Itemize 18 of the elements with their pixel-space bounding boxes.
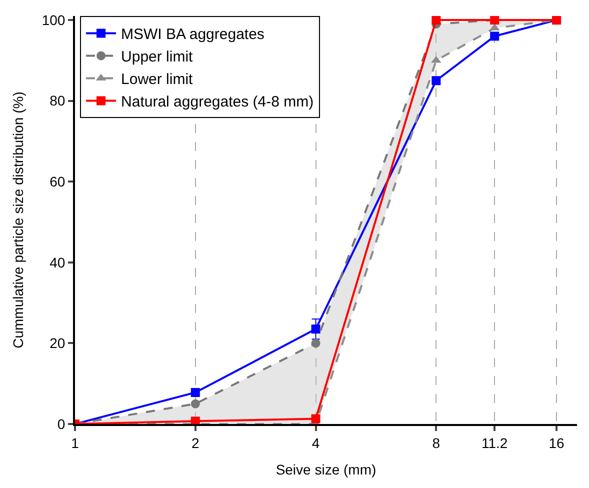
legend-label: Upper limit bbox=[121, 48, 194, 66]
x-tick-label: 2 bbox=[191, 434, 200, 451]
y-tick-label: 100 bbox=[42, 12, 66, 28]
legend-label: Lower limit bbox=[121, 71, 194, 88]
x-tick-label: 4 bbox=[312, 434, 320, 451]
x-axis-title: Seive size (mm) bbox=[276, 462, 376, 478]
y-tick-label: 80 bbox=[50, 92, 66, 109]
y-tick-label: 20 bbox=[50, 335, 66, 352]
y-axis-title: Cummulative particle size distribution (%) bbox=[10, 92, 26, 348]
legend-label: MSWI BA aggregates bbox=[121, 26, 264, 44]
x-tick-label: 8 bbox=[432, 434, 440, 451]
y-tick-label: 0 bbox=[57, 416, 66, 432]
y-tick-label: 40 bbox=[50, 254, 66, 270]
y-tick-label: 60 bbox=[50, 174, 66, 190]
x-tick-label: 11.2 bbox=[481, 434, 508, 451]
x-tick-label: 16 bbox=[548, 434, 565, 451]
x-tick-label: 1 bbox=[71, 434, 80, 451]
legend-label: Natural aggregates (4-8 mm) bbox=[121, 94, 314, 111]
